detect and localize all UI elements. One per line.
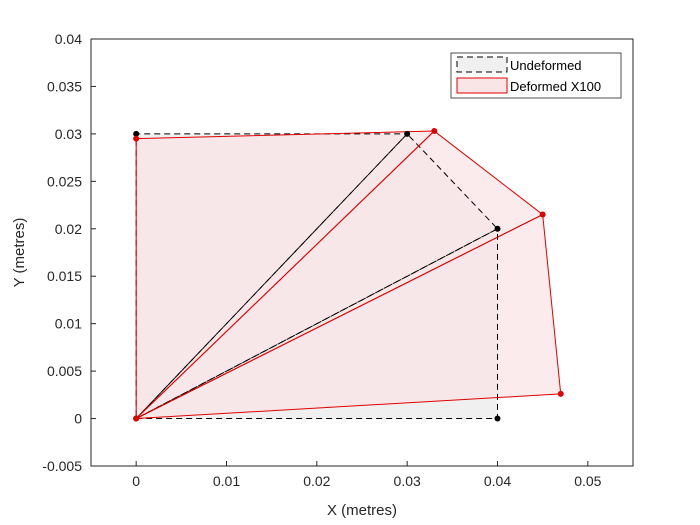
legend-entry-undeformed: Undeformed xyxy=(510,58,582,73)
x-tick-label: 0.01 xyxy=(213,473,240,489)
deformed-element-fill-1 xyxy=(136,131,543,419)
undeformed-node-3 xyxy=(404,130,411,137)
y-tick-label: 0 xyxy=(74,411,82,427)
undeformed-element-edge-1 xyxy=(135,133,498,420)
undeformed-node-4 xyxy=(133,130,140,137)
x-tick-label: 0.02 xyxy=(303,473,330,489)
y-tick-label: 0.005 xyxy=(47,363,82,379)
y-tick-label: 0.03 xyxy=(55,126,82,142)
deformed-node-4 xyxy=(133,135,140,142)
deformed-element-edge-2 xyxy=(135,130,435,420)
y-tick-label: 0.04 xyxy=(55,31,82,47)
y-tick-label: 0.01 xyxy=(55,316,82,332)
y-tick-label: 0.02 xyxy=(55,221,82,237)
y-axis-label: Y (metres) xyxy=(11,218,28,288)
undeformed-mesh-edges xyxy=(135,133,498,420)
y-tick-label: 0.015 xyxy=(47,268,82,284)
deformed-node-2 xyxy=(539,211,546,218)
legend-swatch-deformed xyxy=(456,77,508,94)
y-tick-label: -0.005 xyxy=(42,458,82,474)
deformed-mesh-edges xyxy=(135,130,562,420)
x-axis-ticks: 0 0.01 0.02 0.03 0.04 0.05 xyxy=(132,461,602,489)
x-tick-label: 0.03 xyxy=(394,473,421,489)
x-tick-label: 0 xyxy=(132,473,140,489)
legend-entry-deformed: Deformed X100 xyxy=(510,79,601,94)
axes-box xyxy=(90,38,634,467)
y-tick-label: 0.035 xyxy=(47,78,82,94)
y-axis-ticks: -0.005 0 0.005 0.01 0.015 0.02 0.025 0.03 0.035 0… xyxy=(42,31,96,474)
undeformed-node-2 xyxy=(494,225,501,232)
deformed-node-3 xyxy=(431,128,438,135)
deformed-element-fill-0 xyxy=(136,214,561,419)
y-tick-label: 0.025 xyxy=(47,173,82,189)
deformed-node-1 xyxy=(557,390,564,397)
legend-swatch-undeformed xyxy=(456,56,508,73)
x-tick-label: 0.05 xyxy=(574,473,601,489)
x-axis-label: X (metres) xyxy=(327,502,397,519)
legend: Undeformed Deformed X100 xyxy=(450,52,622,99)
deformed-node-0 xyxy=(133,415,140,422)
x-tick-label: 0.04 xyxy=(484,473,511,489)
undeformed-node-1 xyxy=(494,415,501,422)
deformed-nodes xyxy=(133,128,564,422)
